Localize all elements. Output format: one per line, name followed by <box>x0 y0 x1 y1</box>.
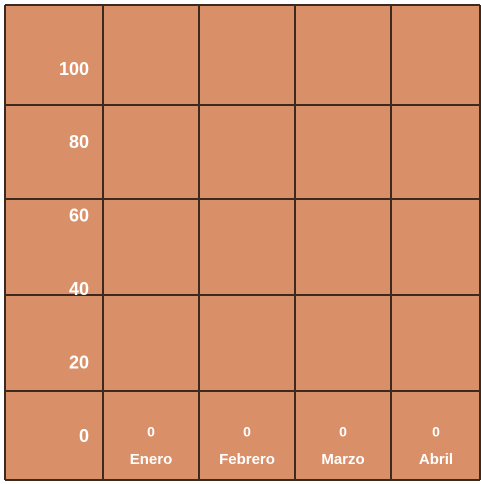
y-tick-label: 20 <box>69 352 89 372</box>
x-tick-label: Abril <box>419 451 453 468</box>
data-label: 0 <box>432 424 440 440</box>
plot-background <box>5 5 480 480</box>
y-tick-label: 40 <box>69 279 89 299</box>
cell-grid <box>4 4 481 481</box>
data-label: 0 <box>147 424 155 440</box>
y-tick-label: 80 <box>69 132 89 152</box>
x-tick-label: Febrero <box>219 451 275 468</box>
y-tick-label: 100 <box>59 59 89 79</box>
x-tick-label: Enero <box>130 451 173 468</box>
y-tick-label: 60 <box>69 206 89 226</box>
x-tick-label: Marzo <box>321 451 364 468</box>
data-label: 0 <box>243 424 251 440</box>
data-label: 0 <box>339 424 347 440</box>
y-tick-label: 0 <box>79 426 89 446</box>
